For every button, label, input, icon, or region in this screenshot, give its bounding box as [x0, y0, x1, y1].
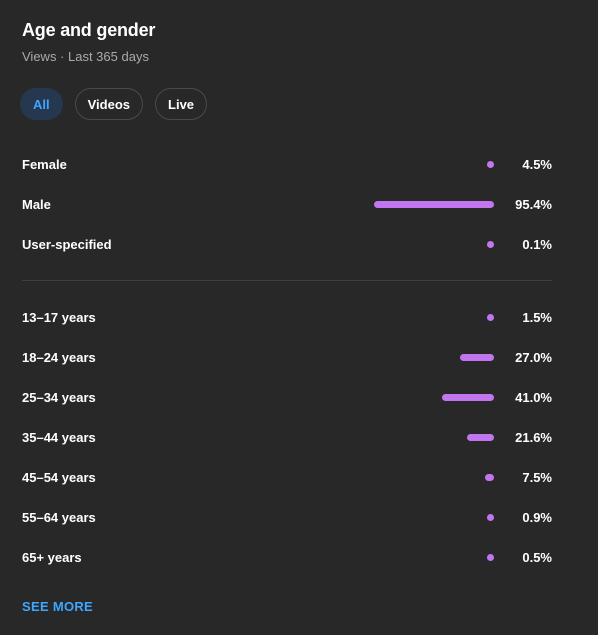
- age-row: 35–44 years 21.6%: [22, 417, 552, 457]
- row-label: 65+ years: [22, 549, 82, 565]
- card-subtitle: Views · Last 365 days: [22, 49, 149, 64]
- age-row: 13–17 years 1.5%: [22, 297, 552, 337]
- chip-videos[interactable]: Videos: [74, 88, 144, 120]
- row-label: Female: [22, 156, 67, 172]
- row-value: 1.5%: [522, 309, 552, 325]
- percentage-bar: [487, 313, 494, 321]
- row-value: 0.9%: [522, 509, 552, 525]
- percentage-bar: [484, 473, 494, 481]
- row-value: 0.1%: [522, 236, 552, 252]
- row-label: 13–17 years: [22, 309, 96, 325]
- chip-all[interactable]: All: [20, 88, 63, 120]
- row-label: User-specified: [22, 236, 112, 252]
- row-value: 21.6%: [515, 429, 552, 445]
- age-row: 65+ years 0.5%: [22, 537, 552, 577]
- row-label: Male: [22, 196, 51, 212]
- row-value: 95.4%: [515, 196, 552, 212]
- gender-row: User-specified 0.1%: [22, 224, 552, 264]
- gender-list: Female 4.5% Male 95.4% User-specified 0.…: [22, 144, 552, 264]
- percentage-bar: [373, 200, 494, 208]
- card-title: Age and gender: [22, 20, 156, 40]
- row-value: 7.5%: [522, 469, 552, 485]
- row-label: 18–24 years: [22, 349, 96, 365]
- age-row: 45–54 years 7.5%: [22, 457, 552, 497]
- row-label: 25–34 years: [22, 389, 96, 405]
- percentage-bar: [466, 433, 494, 441]
- section-divider: [22, 280, 552, 281]
- percentage-bar: [487, 240, 494, 248]
- age-list: 13–17 years 1.5% 18–24 years 27.0% 25–34…: [22, 297, 552, 577]
- age-row: 55–64 years 0.9%: [22, 497, 552, 537]
- see-more-link[interactable]: SEE MORE: [22, 599, 94, 614]
- filter-chips: All Videos Live: [20, 88, 208, 120]
- row-value: 27.0%: [515, 349, 552, 365]
- percentage-bar: [487, 513, 494, 521]
- percentage-bar: [487, 553, 494, 561]
- row-value: 0.5%: [522, 549, 552, 565]
- row-label: 35–44 years: [22, 429, 96, 445]
- row-value: 41.0%: [515, 389, 552, 405]
- row-value: 4.5%: [522, 156, 552, 172]
- percentage-bar: [459, 353, 494, 361]
- gender-row: Female 4.5%: [22, 144, 552, 184]
- age-row: 18–24 years 27.0%: [22, 337, 552, 377]
- percentage-bar: [442, 393, 494, 401]
- chip-live[interactable]: Live: [155, 88, 208, 120]
- gender-row: Male 95.4%: [22, 184, 552, 224]
- age-row: 25–34 years 41.0%: [22, 377, 552, 417]
- percentage-bar: [487, 160, 494, 168]
- row-label: 55–64 years: [22, 509, 96, 525]
- row-label: 45–54 years: [22, 469, 96, 485]
